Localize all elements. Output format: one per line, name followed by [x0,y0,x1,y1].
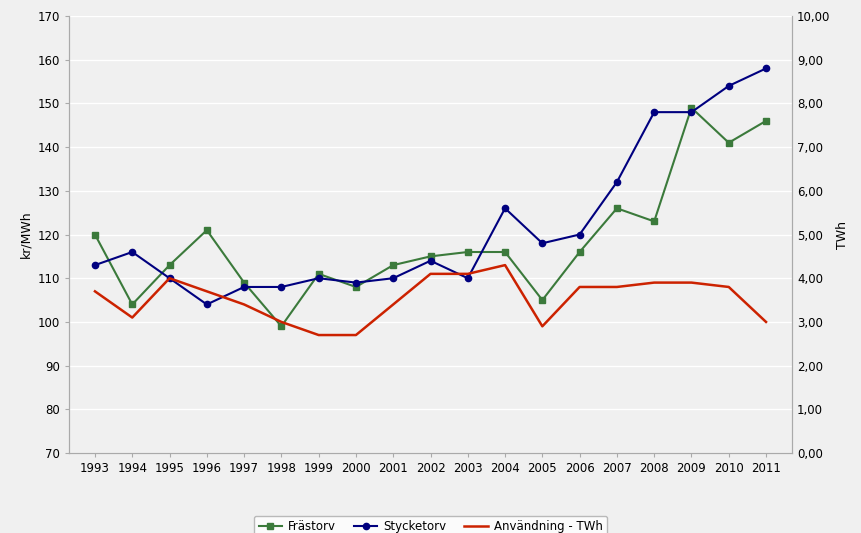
Användning - TWh [649,279,660,286]
Användning - TWh [350,332,361,338]
Stycketorv [164,275,175,281]
Stycketorv [201,301,212,308]
Användning - TWh [574,284,585,290]
Stycketorv [574,231,585,238]
Stycketorv [276,284,287,290]
Användning - TWh [500,262,511,268]
Användning - TWh [686,279,697,286]
Stycketorv [686,109,697,115]
Användning - TWh [201,288,212,295]
Frästorv [649,218,660,224]
Användning - TWh [90,288,100,295]
Användning - TWh [127,314,138,321]
Frästorv [761,118,771,124]
Frästorv [127,301,138,308]
Stycketorv [649,109,660,115]
Användning - TWh [761,319,771,325]
Frästorv [276,323,287,329]
Användning - TWh [425,271,436,277]
Frästorv [90,231,100,238]
Y-axis label: kr/MWh: kr/MWh [19,211,32,259]
Stycketorv [723,83,734,89]
Användning - TWh [611,284,622,290]
Användning - TWh [388,301,399,308]
Frästorv [313,271,324,277]
Line: Stycketorv: Stycketorv [92,66,769,308]
Stycketorv [127,249,138,255]
Frästorv [164,262,175,268]
Frästorv [723,140,734,146]
Användning - TWh [537,323,548,329]
Användning - TWh [313,332,324,338]
Användning - TWh [239,301,250,308]
Stycketorv [239,284,250,290]
Frästorv [500,249,511,255]
Frästorv [574,249,585,255]
Användning - TWh [164,275,175,281]
Stycketorv [611,179,622,185]
Stycketorv [761,65,771,71]
Line: Användning - TWh: Användning - TWh [95,265,766,335]
Y-axis label: TWh: TWh [836,221,849,248]
Frästorv [350,284,361,290]
Användning - TWh [276,319,287,325]
Frästorv [425,253,436,260]
Frästorv [201,227,212,233]
Stycketorv [425,257,436,264]
Stycketorv [350,279,361,286]
Frästorv [239,279,250,286]
Frästorv [462,249,473,255]
Stycketorv [462,275,473,281]
Stycketorv [313,275,324,281]
Frästorv [611,205,622,212]
Legend: Frästorv, Stycketorv, Användning - TWh: Frästorv, Stycketorv, Användning - TWh [254,516,607,533]
Stycketorv [388,275,399,281]
Användning - TWh [462,271,473,277]
Frästorv [686,104,697,111]
Frästorv [537,297,548,303]
Stycketorv [500,205,511,212]
Frästorv [388,262,399,268]
Stycketorv [537,240,548,246]
Line: Frästorv: Frästorv [92,104,769,329]
Användning - TWh [723,284,734,290]
Stycketorv [90,262,100,268]
